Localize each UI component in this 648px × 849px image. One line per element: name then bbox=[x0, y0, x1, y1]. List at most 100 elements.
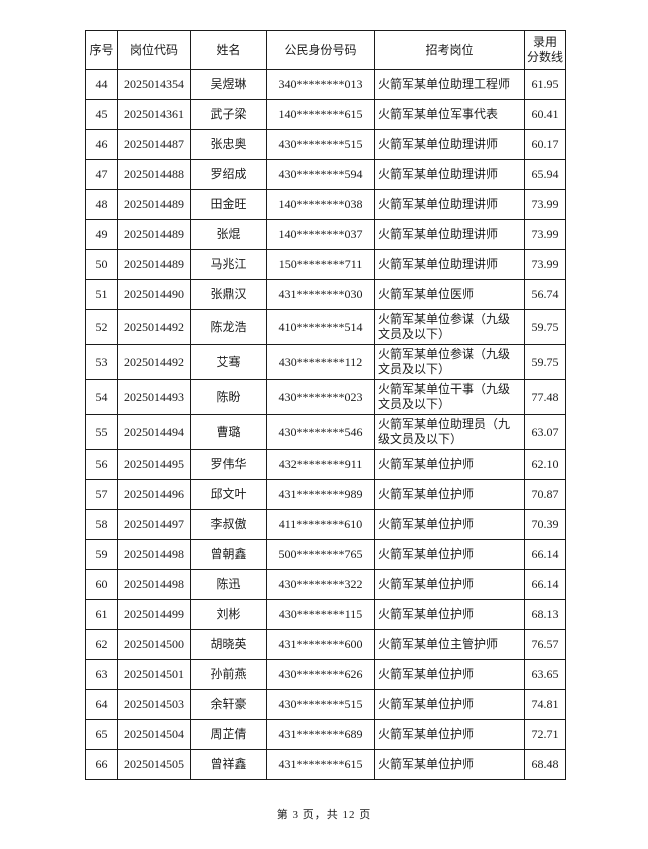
cell-no: 52 bbox=[85, 309, 118, 345]
cell-no: 46 bbox=[85, 129, 118, 160]
column-header-id: 公民身份号码 bbox=[266, 30, 375, 70]
cell-score: 60.17 bbox=[524, 129, 566, 160]
table-row: 58 2025014497 李叔傲 411********610 火箭军某单位护师 70.… bbox=[85, 509, 566, 540]
table-row: 60 2025014498 陈迅 430********322 火箭军某单位护师 66.1… bbox=[85, 569, 566, 600]
table-row: 65 2025014504 周芷倩 431********689 火箭军某单位护师 72.… bbox=[85, 719, 566, 750]
table-row: 54 2025014493 陈盼 430********023 火箭军某单位干事（九级文… bbox=[85, 379, 566, 415]
cell-position: 火箭军某单位护师 bbox=[374, 719, 525, 750]
cell-score: 73.99 bbox=[524, 189, 566, 220]
table-row: 62 2025014500 胡晓英 431********600 火箭军某单位主管护师 7… bbox=[85, 629, 566, 660]
table-row: 57 2025014496 邱文叶 431********989 火箭军某单位护师 70.… bbox=[85, 479, 566, 510]
cell-no: 51 bbox=[85, 279, 118, 310]
cell-position: 火箭军某单位护师 bbox=[374, 449, 525, 480]
table-header-row: 序号 岗位代码 姓名 公民身份号码 招考岗位 录用 分数线 bbox=[85, 30, 566, 70]
cell-no: 48 bbox=[85, 189, 118, 220]
cell-no: 63 bbox=[85, 659, 118, 690]
cell-code: 2025014504 bbox=[117, 719, 191, 750]
cell-name: 胡晓英 bbox=[190, 629, 267, 660]
cell-name: 李叔傲 bbox=[190, 509, 267, 540]
cell-name: 罗伟华 bbox=[190, 449, 267, 480]
cell-code: 2025014489 bbox=[117, 189, 191, 220]
table-row: 50 2025014489 马兆江 150********711 火箭军某单位助理讲师 7… bbox=[85, 249, 566, 280]
table-row: 47 2025014488 罗绍成 430********594 火箭军某单位助理讲师 6… bbox=[85, 159, 566, 190]
cell-id: 430********515 bbox=[266, 129, 375, 160]
cell-id: 430********023 bbox=[266, 379, 375, 415]
cell-no: 61 bbox=[85, 599, 118, 630]
cell-id: 432********911 bbox=[266, 449, 375, 480]
cell-id: 430********594 bbox=[266, 159, 375, 190]
cell-score: 70.39 bbox=[524, 509, 566, 540]
cell-position: 火箭军某单位护师 bbox=[374, 539, 525, 570]
cell-name: 曾朝鑫 bbox=[190, 539, 267, 570]
cell-id: 150********711 bbox=[266, 249, 375, 280]
cell-position: 火箭军某单位护师 bbox=[374, 689, 525, 720]
column-header-score: 录用 分数线 bbox=[524, 30, 566, 70]
table-row: 46 2025014487 张忠奥 430********515 火箭军某单位助理讲师 6… bbox=[85, 129, 566, 160]
cell-code: 2025014499 bbox=[117, 599, 191, 630]
cell-code: 2025014505 bbox=[117, 749, 191, 780]
cell-code: 2025014487 bbox=[117, 129, 191, 160]
cell-score: 68.13 bbox=[524, 599, 566, 630]
cell-no: 55 bbox=[85, 414, 118, 450]
cell-name: 罗绍成 bbox=[190, 159, 267, 190]
cell-score: 73.99 bbox=[524, 219, 566, 250]
cell-no: 59 bbox=[85, 539, 118, 570]
cell-code: 2025014497 bbox=[117, 509, 191, 540]
cell-code: 2025014500 bbox=[117, 629, 191, 660]
cell-code: 2025014489 bbox=[117, 219, 191, 250]
column-header-no: 序号 bbox=[85, 30, 118, 70]
cell-score: 62.10 bbox=[524, 449, 566, 480]
cell-name: 艾骞 bbox=[190, 344, 267, 380]
cell-code: 2025014361 bbox=[117, 99, 191, 130]
table-row: 53 2025014492 艾骞 430********112 火箭军某单位参谋（九级文… bbox=[85, 344, 566, 380]
table-row: 44 2025014354 吴煜琳 340********013 火箭军某单位助理工程师… bbox=[85, 69, 566, 100]
cell-position: 火箭军某单位参谋（九级文员及以下） bbox=[374, 309, 525, 345]
cell-score: 56.74 bbox=[524, 279, 566, 310]
cell-score: 63.07 bbox=[524, 414, 566, 450]
cell-code: 2025014494 bbox=[117, 414, 191, 450]
cell-name: 曹璐 bbox=[190, 414, 267, 450]
cell-code: 2025014496 bbox=[117, 479, 191, 510]
cell-id: 431********030 bbox=[266, 279, 375, 310]
cell-id: 430********322 bbox=[266, 569, 375, 600]
cell-code: 2025014501 bbox=[117, 659, 191, 690]
cell-position: 火箭军某单位助理员（九级文员及以下） bbox=[374, 414, 525, 450]
table-row: 63 2025014501 孙前燕 430********626 火箭军某单位护师 63.… bbox=[85, 659, 566, 690]
cell-position: 火箭军某单位主管护师 bbox=[374, 629, 525, 660]
cell-position: 火箭军某单位医师 bbox=[374, 279, 525, 310]
cell-no: 60 bbox=[85, 569, 118, 600]
table-row: 59 2025014498 曾朝鑫 500********765 火箭军某单位护师 66.… bbox=[85, 539, 566, 570]
cell-no: 53 bbox=[85, 344, 118, 380]
cell-code: 2025014492 bbox=[117, 344, 191, 380]
cell-id: 431********615 bbox=[266, 749, 375, 780]
cell-name: 余轩豪 bbox=[190, 689, 267, 720]
cell-id: 430********115 bbox=[266, 599, 375, 630]
cell-id: 430********112 bbox=[266, 344, 375, 380]
cell-position: 火箭军某单位助理工程师 bbox=[374, 69, 525, 100]
cell-id: 410********514 bbox=[266, 309, 375, 345]
cell-name: 周芷倩 bbox=[190, 719, 267, 750]
cell-id: 140********615 bbox=[266, 99, 375, 130]
cell-no: 66 bbox=[85, 749, 118, 780]
cell-no: 45 bbox=[85, 99, 118, 130]
cell-score: 59.75 bbox=[524, 309, 566, 345]
table-row: 45 2025014361 武子梁 140********615 火箭军某单位军事代表 6… bbox=[85, 99, 566, 130]
cell-no: 49 bbox=[85, 219, 118, 250]
cell-name: 邱文叶 bbox=[190, 479, 267, 510]
cell-id: 140********037 bbox=[266, 219, 375, 250]
recruitment-score-table: 序号 岗位代码 姓名 公民身份号码 招考岗位 录用 分数线 44 2025014354 吴煜琳… bbox=[85, 30, 566, 780]
cell-code: 2025014490 bbox=[117, 279, 191, 310]
cell-no: 47 bbox=[85, 159, 118, 190]
cell-name: 张忠奥 bbox=[190, 129, 267, 160]
cell-no: 56 bbox=[85, 449, 118, 480]
cell-score: 59.75 bbox=[524, 344, 566, 380]
cell-name: 马兆江 bbox=[190, 249, 267, 280]
cell-position: 火箭军某单位护师 bbox=[374, 659, 525, 690]
cell-name: 陈盼 bbox=[190, 379, 267, 415]
cell-position: 火箭军某单位干事（九级文员及以下） bbox=[374, 379, 525, 415]
cell-name: 张焜 bbox=[190, 219, 267, 250]
cell-id: 431********600 bbox=[266, 629, 375, 660]
cell-no: 44 bbox=[85, 69, 118, 100]
cell-name: 陈迅 bbox=[190, 569, 267, 600]
cell-score: 60.41 bbox=[524, 99, 566, 130]
